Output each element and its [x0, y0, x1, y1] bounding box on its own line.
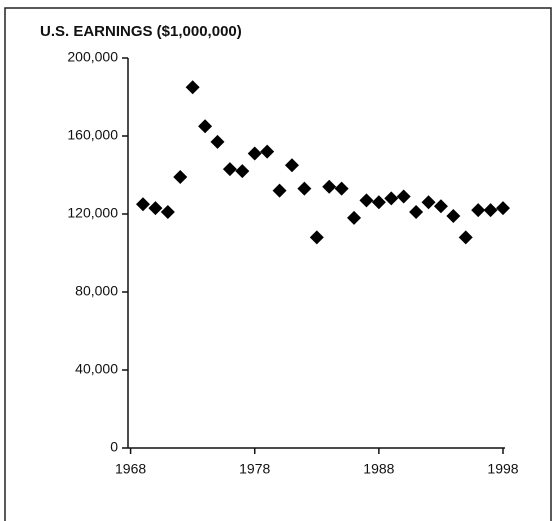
y-tick-label: 40,000: [75, 361, 118, 377]
point: [160, 205, 175, 220]
y-tick-label: 80,000: [75, 283, 118, 299]
point: [471, 203, 486, 218]
point: [458, 230, 473, 245]
point: [496, 201, 510, 216]
point: [409, 205, 424, 220]
point: [210, 134, 225, 149]
point: [446, 208, 461, 223]
y-tick-label: 200,000: [67, 49, 118, 65]
point: [247, 146, 262, 161]
point: [198, 119, 213, 134]
x-tick-label: 1988: [363, 461, 394, 477]
point: [272, 183, 287, 198]
point: [322, 179, 337, 194]
point: [347, 210, 362, 225]
point: [136, 197, 151, 212]
x-tick-label: 1968: [115, 461, 146, 477]
point: [235, 164, 250, 179]
point: [222, 162, 237, 177]
point: [396, 189, 411, 204]
y-tick-label: 0: [110, 439, 118, 455]
point: [334, 181, 349, 196]
point: [384, 191, 399, 206]
point: [260, 144, 275, 159]
point: [284, 158, 299, 173]
point: [371, 195, 386, 210]
y-tick-label: 120,000: [67, 205, 118, 221]
x-tick-label: 1978: [239, 461, 270, 477]
x-tick-label: 1998: [487, 461, 518, 477]
y-tick-label: 160,000: [67, 127, 118, 143]
frame: [4, 7, 552, 521]
point: [297, 181, 312, 196]
point: [421, 195, 436, 210]
point: [483, 203, 498, 218]
chart-title: U.S. EARNINGS ($1,000,000): [40, 23, 242, 40]
point: [185, 80, 200, 95]
point: [173, 169, 188, 184]
point: [433, 199, 448, 214]
point: [309, 230, 324, 245]
point: [359, 193, 374, 208]
point: [148, 201, 163, 216]
